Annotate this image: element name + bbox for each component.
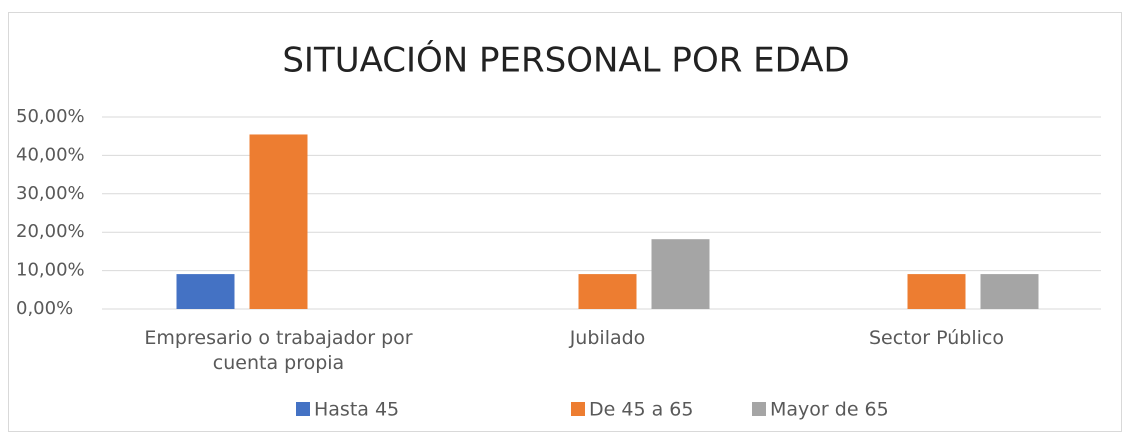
y-tick-label: 0,00%: [16, 298, 73, 319]
bar: [907, 274, 966, 309]
x-tick-label: Sector Público: [869, 327, 1004, 349]
y-tick-label: 40,00%: [16, 144, 85, 165]
y-tick-label: 20,00%: [16, 221, 85, 242]
legend-swatch: [752, 402, 766, 416]
legend-swatch: [571, 402, 585, 416]
chart-title: SITUACIÓN PERSONAL POR EDAD: [282, 40, 849, 81]
legend-swatch: [296, 402, 310, 416]
x-tick-label: Empresario o trabajador por cuenta propi…: [144, 327, 413, 374]
bar: [249, 134, 308, 309]
bar: [980, 274, 1039, 309]
y-tick-label: 10,00%: [16, 260, 85, 281]
legend-label: De 45 a 65: [589, 399, 693, 421]
x-tick-label: Jubilado: [569, 327, 646, 349]
y-tick-label: 50,00%: [16, 106, 85, 127]
legend-label: Mayor de 65: [770, 399, 889, 421]
bar: [176, 274, 235, 309]
bar: [651, 239, 710, 309]
legend-label: Hasta 45: [314, 399, 399, 421]
y-tick-label: 30,00%: [16, 183, 85, 204]
bar: [578, 274, 637, 309]
